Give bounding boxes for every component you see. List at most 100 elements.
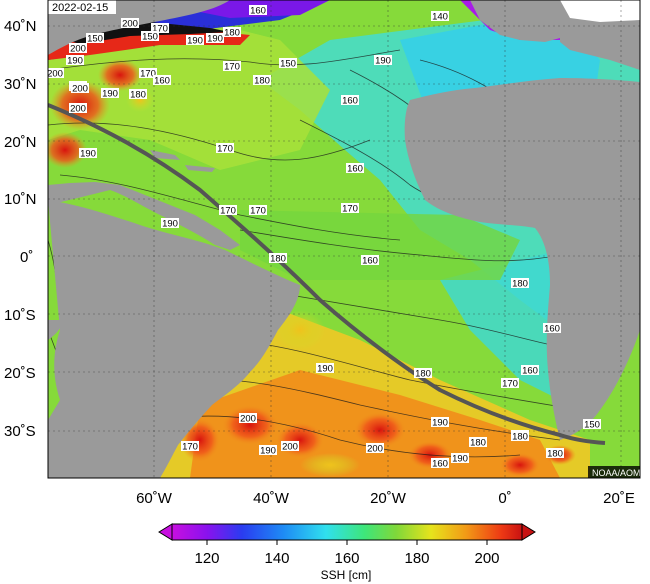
lat-label: 20˚N	[4, 134, 37, 151]
contour-label-text: 180	[270, 254, 286, 265]
contour-label: 200	[366, 443, 384, 455]
contour-label-text: 160	[544, 324, 560, 335]
contour-label-bg	[239, 413, 257, 423]
contour-label-bg	[151, 23, 169, 33]
contour-label-bg	[279, 58, 297, 68]
contour-label-text: 190	[452, 454, 468, 465]
contour-label-text: 190	[317, 364, 333, 375]
contour-label: 150	[583, 419, 601, 431]
contour-label-text: 170	[342, 204, 358, 215]
contour-label-text: 180	[470, 438, 486, 449]
land-south-america-west	[48, 205, 65, 340]
contour-label-bg	[431, 11, 449, 21]
land-south-america	[48, 200, 300, 478]
contour-label-text: 190	[67, 56, 83, 67]
contour-label: 170	[249, 205, 267, 217]
contour-label-bg	[431, 458, 449, 468]
contour-label-text: 190	[162, 219, 178, 230]
contour-label: 150	[279, 58, 297, 70]
contour-label-bg	[346, 163, 364, 173]
contour-label: 190	[66, 55, 84, 67]
date-box	[48, 0, 116, 14]
contour-label: 190	[374, 55, 392, 67]
contour-label-text: 150	[142, 32, 158, 43]
contour-label-text: 180	[130, 90, 146, 101]
contour-label-text: 160	[522, 366, 538, 377]
contour-label-bg	[431, 417, 449, 427]
ship-track	[48, 103, 606, 445]
contour-label: 190	[101, 88, 119, 100]
contour-label-bg	[469, 437, 487, 447]
colorbar-high-arrow	[521, 523, 536, 541]
graticule	[48, 0, 640, 478]
contour-label: 200	[69, 103, 87, 115]
contour-label: 190	[206, 33, 224, 45]
contour-label-text: 160	[362, 256, 378, 267]
contour-label-text: 180	[224, 28, 240, 39]
contour-label-bg	[181, 441, 199, 451]
contour-label-bg	[79, 148, 97, 158]
contour-label-bg	[249, 5, 267, 15]
contour-label-bg	[521, 365, 539, 375]
contour-label-bg	[511, 431, 529, 441]
eddy	[300, 453, 360, 477]
eddy	[500, 453, 540, 477]
contour-label-text: 190	[80, 149, 96, 160]
contour-label-text: 150	[584, 420, 600, 431]
contour-label: 180	[414, 368, 432, 380]
contour-label-bg	[219, 205, 237, 215]
map-frame	[47, 0, 641, 479]
lat-label: 40˚N	[4, 18, 37, 35]
contour-label-bg	[69, 103, 87, 113]
contour-label: 160	[346, 163, 364, 175]
contour-label: 190	[451, 453, 469, 465]
contour-label-text: 190	[260, 446, 276, 457]
land-caribbean-islands	[150, 150, 180, 160]
lat-label: 0˚	[20, 249, 33, 266]
contour-label-text: 150	[280, 59, 296, 70]
contour-label: 170	[139, 68, 157, 80]
contour-label: 160	[361, 255, 379, 267]
contour-label-bg	[71, 83, 89, 93]
contour-label-bg	[129, 89, 147, 99]
eddy	[48, 132, 87, 168]
eddy	[98, 59, 142, 91]
contour-label-bg	[451, 453, 469, 463]
contour-label: 160	[249, 5, 267, 17]
contour-label-bg	[511, 278, 529, 288]
colorbar-tick-label: 160	[334, 550, 359, 567]
lon-label: 20˚W	[370, 490, 407, 507]
contour-label-text: 200	[367, 444, 383, 455]
contour-label-text: 180	[512, 279, 528, 290]
contour-label-text: 200	[122, 19, 138, 30]
land-central-america	[48, 182, 240, 250]
contour-label-bg	[121, 18, 139, 28]
contour-label-bg	[269, 253, 287, 263]
contour-label-bg	[501, 378, 519, 388]
contour-label-text: 170	[182, 442, 198, 453]
contour-label: 200	[239, 413, 257, 425]
contour-label-bg	[216, 143, 234, 153]
latitude-labels: 40˚N 30˚N 20˚N 10˚N 0˚ 10˚S 20˚S 30˚S	[4, 18, 37, 440]
lat-label: 30˚N	[4, 76, 37, 93]
contour-label: 160	[341, 95, 359, 107]
contour-label-bg	[101, 88, 119, 98]
credit-label: NOAA/AOML	[592, 468, 646, 478]
contour-label-bg	[48, 68, 64, 78]
contour-label: 180	[546, 448, 564, 460]
contour-label: 170	[216, 143, 234, 155]
contour-label-bg	[153, 75, 171, 85]
contour-label-bg	[361, 255, 379, 265]
contour-label-bg	[583, 419, 601, 429]
date-label: 2022-02-15	[52, 2, 108, 14]
contour-label: 160	[521, 365, 539, 377]
contour-label: 140	[431, 11, 449, 23]
contour-label-bg	[139, 68, 157, 78]
contour-label: 190	[316, 363, 334, 375]
ocean-equatorial-green	[240, 210, 520, 280]
contour-label-text: 200	[47, 69, 63, 80]
contour-label: 200	[281, 441, 299, 453]
contour-label-text: 160	[432, 459, 448, 470]
lon-label: 20˚E	[603, 490, 635, 507]
